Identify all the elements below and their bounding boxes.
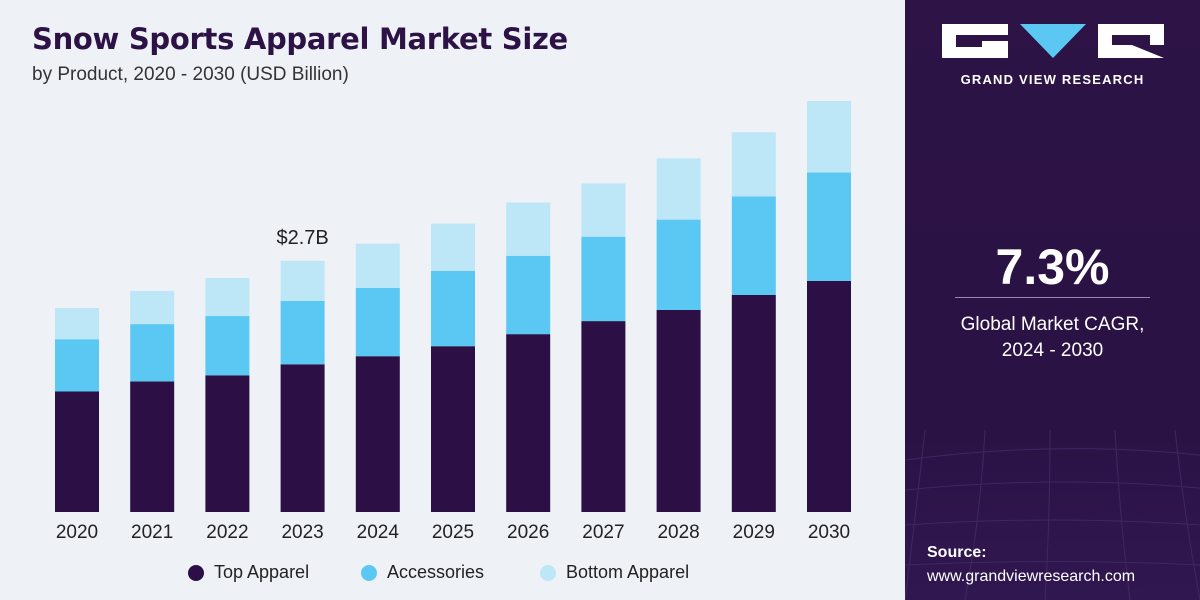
stacked-bar-chart: 2020 2021 2022 2023 2024 2025 2026 2027 2028 2029… [55, 101, 851, 543]
x-tick-label-2026: 2026 [507, 522, 549, 543]
x-tick-label-2028: 2028 [657, 522, 699, 543]
bar-bottom-apparel-2025 [431, 223, 475, 271]
x-tick-label-2030: 2030 [808, 522, 850, 543]
bar-accessories-2030 [807, 172, 851, 281]
legend-item-accessories: Accessories [361, 562, 484, 583]
bar-accessories-2026 [506, 255, 551, 335]
bar-top-apparel-2026 [506, 334, 551, 512]
bar-accessories-2024 [355, 287, 400, 357]
bar-top-apparel-2024 [355, 356, 400, 512]
bar-bottom-apparel-2028 [656, 158, 701, 220]
bar-top-apparel-2022 [205, 375, 250, 512]
bar-bottom-apparel-2030 [807, 101, 851, 173]
bar-bottom-apparel-2027 [581, 183, 626, 237]
bar-bottom-apparel-2023 [280, 260, 325, 301]
bar-accessories-2021 [130, 324, 175, 382]
logo-g-mark [942, 24, 1008, 58]
bar-accessories-2029 [731, 196, 776, 295]
bar-bottom-apparel-2024 [355, 243, 400, 288]
legend-label-top-apparel: Top Apparel [214, 562, 310, 582]
bar-top-apparel-2029 [731, 294, 776, 512]
bar-bottom-apparel-2029 [731, 132, 776, 197]
gvr-logo [942, 24, 1164, 58]
logo-v-mark [1020, 24, 1086, 58]
annotation-2023: $2.7B [276, 227, 328, 249]
legend-swatch-top-apparel [188, 564, 204, 581]
divider [955, 297, 1150, 298]
x-tick-label-2020: 2020 [56, 522, 98, 543]
bar-top-apparel-2030 [807, 280, 851, 512]
x-tick-label-2023: 2023 [281, 522, 323, 543]
bar-top-apparel-2023 [280, 364, 325, 512]
chart-subtitle: by Product, 2020 - 2030 (USD Billion) [32, 64, 349, 85]
x-tick-label-2029: 2029 [733, 522, 775, 543]
bar-bottom-apparel-2020 [55, 308, 99, 340]
bar-top-apparel-2021 [130, 381, 175, 512]
x-tick-label-2022: 2022 [206, 522, 248, 543]
chart-title: Snow Sports Apparel Market Size [32, 22, 568, 56]
chart-legend: Top Apparel Accessories Bottom Apparel [0, 562, 905, 588]
bar-accessories-2020 [55, 339, 99, 392]
cagr-value: 7.3% [995, 239, 1110, 295]
bar-accessories-2028 [656, 219, 701, 310]
legend-label-bottom-apparel: Bottom Apparel [566, 562, 690, 582]
bar-bottom-apparel-2022 [205, 277, 250, 317]
bar-top-apparel-2020 [55, 391, 99, 512]
bar-accessories-2025 [431, 270, 475, 347]
cagr-label-line1: Global Market CAGR, [960, 314, 1145, 335]
bar-top-apparel-2027 [581, 321, 626, 512]
cagr-label: Global Market CAGR, 2024 - 2030 [905, 312, 1200, 364]
source-link[interactable]: www.grandviewresearch.com [927, 568, 1136, 585]
legend-label-accessories: Accessories [387, 562, 485, 582]
legend-item-top-apparel: Top Apparel [188, 562, 309, 583]
bar-accessories-2027 [581, 236, 626, 322]
bar-top-apparel-2028 [656, 310, 701, 512]
source-title: Source: [927, 544, 987, 561]
bar-bottom-apparel-2026 [506, 202, 551, 256]
brand-name: GRAND VIEW RESEARCH [960, 72, 1145, 87]
logo-r-mark [1098, 24, 1164, 58]
legend-swatch-bottom-apparel [540, 564, 556, 581]
x-tick-label-2021: 2021 [131, 522, 173, 543]
legend-item-bottom-apparel: Bottom Apparel [540, 562, 689, 583]
bar-accessories-2022 [205, 316, 250, 376]
legend-swatch-accessories [361, 564, 377, 581]
chart-panel: Snow Sports Apparel Market Size by Produ… [0, 22, 905, 588]
bar-accessories-2023 [280, 301, 325, 365]
bar-bottom-apparel-2021 [130, 290, 175, 325]
cagr-label-line2: 2024 - 2030 [1001, 340, 1104, 361]
x-tick-label-2027: 2027 [582, 522, 624, 543]
sidebar: GRAND VIEW RESEARCH 7.3% Global Market C… [905, 0, 1200, 600]
decorative-grid [905, 430, 1200, 600]
x-tick-label-2025: 2025 [432, 522, 474, 543]
bar-top-apparel-2025 [431, 346, 475, 512]
x-tick-label-2024: 2024 [357, 522, 400, 543]
